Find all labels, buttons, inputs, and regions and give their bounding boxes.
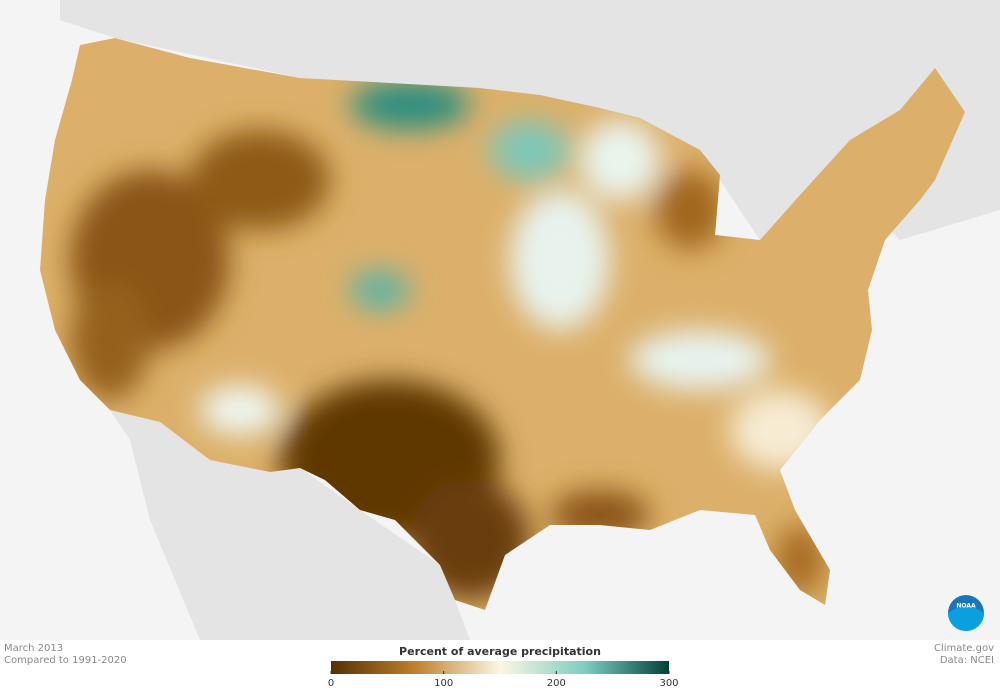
noaa-logo-text: NOAA: [956, 603, 976, 610]
colorbar-tick-label: 300: [659, 678, 678, 689]
map-date: March 2013: [4, 643, 63, 654]
colorbar-tick-label: 0: [328, 678, 334, 689]
colorbar: [331, 661, 669, 674]
colorbar-tick-label: 100: [434, 678, 453, 689]
colorbar-tick-label: 200: [547, 678, 566, 689]
legend-title: Percent of average precipitation: [399, 645, 601, 658]
canada: [60, 0, 1000, 240]
noaa-logo-wave: [948, 606, 984, 631]
baseline: Compared to 1991-2020: [4, 655, 127, 666]
mexico: [110, 410, 470, 640]
data-credit: Data: NCEI: [940, 655, 994, 666]
site-credit: Climate.gov: [934, 643, 994, 654]
